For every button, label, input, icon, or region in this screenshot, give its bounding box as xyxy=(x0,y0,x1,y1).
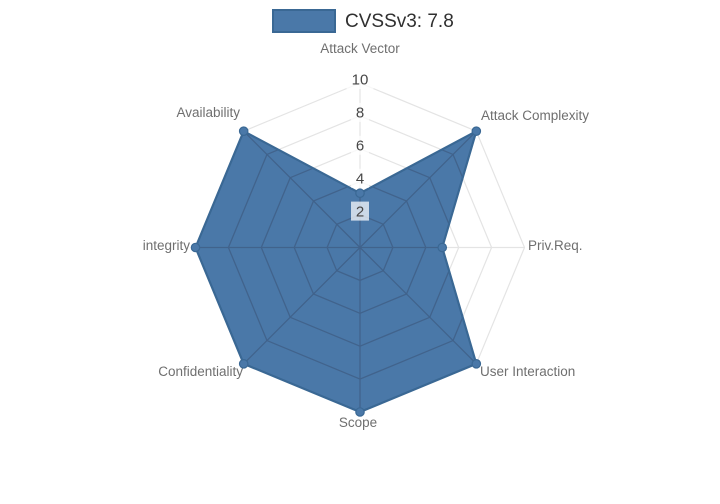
legend-label[interactable]: CVSSv3: 7.8 xyxy=(345,11,454,32)
axis-label-confidentiality: Confidentiality xyxy=(158,364,243,379)
radar-data-point xyxy=(471,126,482,136)
radial-tick-label: 10 xyxy=(352,72,369,89)
radial-tick-label: 8 xyxy=(356,105,364,122)
axis-label-availability: Availability xyxy=(176,105,240,120)
legend-swatch[interactable] xyxy=(272,9,336,33)
axis-label-integrity: integrity xyxy=(142,238,190,253)
radar-grid-spoke xyxy=(243,131,361,248)
axis-label-priv-req: Priv.Req. xyxy=(528,238,583,253)
radial-tick-box xyxy=(346,70,374,89)
radial-tick-box xyxy=(351,135,369,155)
radial-tick-label: 2 xyxy=(356,203,364,220)
radar-grid-spoke xyxy=(359,131,477,248)
radar-data-point xyxy=(355,407,365,417)
radial-tick-label: 6 xyxy=(356,138,364,155)
axis-label-user-interaction: User Interaction xyxy=(480,364,576,379)
legend: CVSSv3: 7.8 xyxy=(0,0,720,40)
radar-grid-spoke xyxy=(243,247,361,365)
radar-data-point xyxy=(238,359,249,369)
axis-label-attack-complexity: Attack Complexity xyxy=(481,108,590,123)
axis-label-scope: Scope xyxy=(338,415,378,430)
radial-tick-box xyxy=(351,201,369,221)
radial-tick-box xyxy=(351,168,369,188)
radar-data-point xyxy=(238,126,249,136)
radar-data-point xyxy=(355,188,365,199)
axis-label-attack-vector: Attack Vector xyxy=(320,41,400,56)
radar-grid-spoke xyxy=(359,247,477,365)
radar-data-point xyxy=(437,242,448,253)
radial-tick-label: 4 xyxy=(356,170,364,187)
radial-tick-box xyxy=(351,102,369,122)
radar-data-point xyxy=(190,242,201,253)
radar-data-point xyxy=(471,359,482,369)
